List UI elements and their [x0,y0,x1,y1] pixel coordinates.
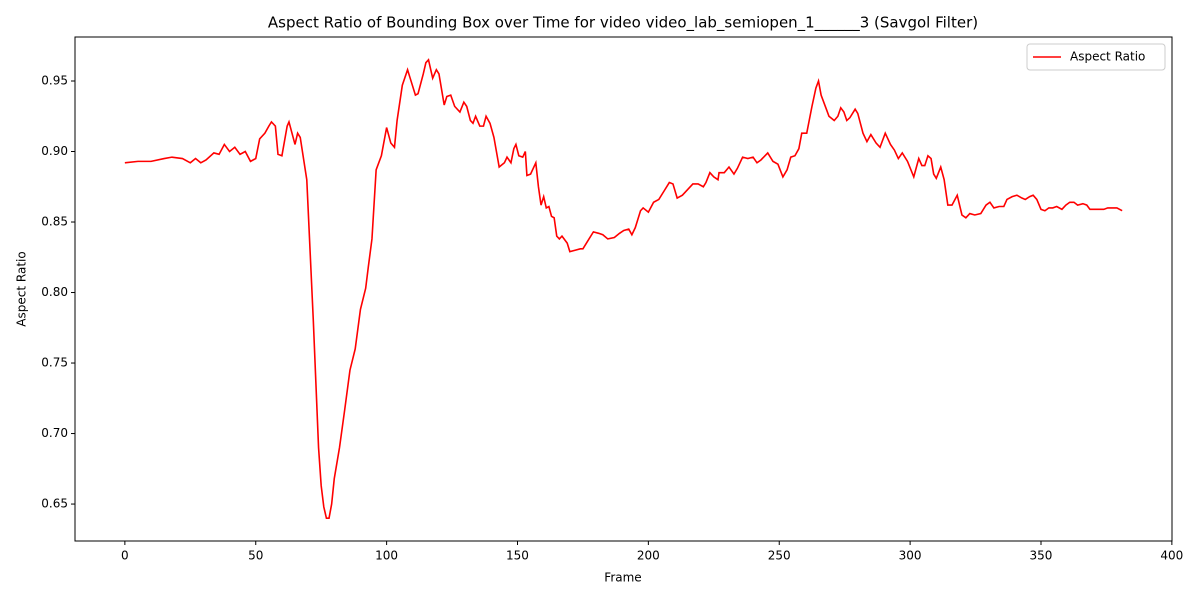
y-tick-label: 0.95 [41,73,68,87]
y-tick-label: 0.85 [41,215,68,229]
x-tick-label: 100 [375,549,398,563]
x-tick-label: 350 [1030,549,1053,563]
x-tick-label: 150 [506,549,529,563]
legend-box [1026,43,1166,71]
x-axis-label: Frame [604,571,641,585]
chart-title: Aspect Ratio of Bounding Box over Time f… [268,14,978,33]
y-tick-label: 0.65 [41,497,68,511]
legend-label: Aspect Ratio [1070,50,1145,64]
x-tick-label: 0 [121,549,129,563]
x-tick-label: 300 [899,549,922,563]
x-tick-label: 400 [1160,549,1183,563]
x-tick-label: 250 [768,549,791,563]
data-line [124,58,1123,519]
x-tick-label: 200 [637,549,660,563]
plot-frame [74,36,1173,542]
x-tick-label: 50 [248,549,263,563]
y-tick-label: 0.90 [41,144,68,158]
y-tick-label: 0.80 [41,285,68,299]
y-tick-label: 0.75 [41,356,68,370]
y-tick-label: 0.70 [41,426,68,440]
y-axis-label: Aspect Ratio [15,251,29,326]
